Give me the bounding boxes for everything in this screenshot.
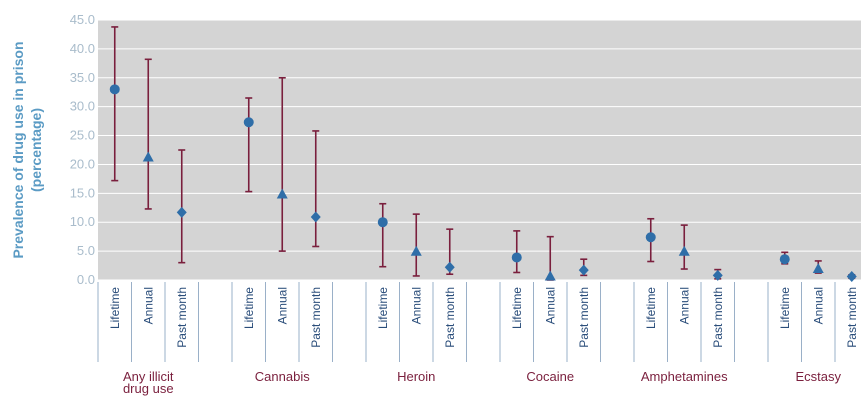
point-marker [109, 84, 120, 95]
x-sub-label: Past month [309, 287, 323, 348]
point-marker [712, 269, 723, 281]
group-label: Cocaine [526, 369, 574, 384]
y-tick-label: 45.0 [70, 12, 95, 27]
point-marker [645, 232, 656, 243]
point-marker [846, 271, 857, 283]
x-sub-label: Past month [175, 287, 189, 348]
x-sub-label: Past month [845, 287, 859, 348]
point-marker [410, 245, 422, 256]
point-marker [779, 254, 790, 265]
point-marker [444, 261, 455, 273]
point-marker [578, 264, 589, 276]
y-tick-label: 0.0 [77, 272, 95, 287]
x-sub-label: Lifetime [108, 287, 122, 329]
point-marker [176, 206, 187, 218]
point-marker [142, 151, 154, 162]
y-tick-label: 35.0 [70, 70, 95, 85]
point-marker [544, 270, 556, 281]
point-marker [678, 245, 690, 256]
x-sub-label: Lifetime [242, 287, 256, 329]
x-sub-label: Annual [543, 287, 557, 324]
x-sub-label: Annual [811, 287, 825, 324]
group-label: Heroin [397, 369, 435, 384]
x-sub-label: Annual [677, 287, 691, 324]
point-marker [243, 117, 254, 128]
group-label: Ecstasy [795, 369, 841, 384]
group-label: Cannabis [255, 369, 310, 384]
y-tick-label: 20.0 [70, 156, 95, 171]
y-axis-ticks: 0.0 5.0 10.0 15.0 20.0 25.0 30.0 35.0 40.0 45.0 [70, 12, 95, 287]
gridlines [98, 19, 861, 281]
x-sub-label: Past month [443, 287, 457, 348]
point-marker [812, 263, 824, 274]
y-tick-label: 15.0 [70, 185, 95, 200]
plot-area [98, 20, 861, 280]
group-label: Any illicit [123, 369, 174, 384]
y-tick-label: 40.0 [70, 41, 95, 56]
y-tick-label: 30.0 [70, 99, 95, 114]
point-marker [377, 217, 388, 228]
x-sub-label: Annual [409, 287, 423, 324]
point-marker [511, 252, 522, 263]
x-sub-label: Annual [275, 287, 289, 324]
y-tick-label: 5.0 [77, 243, 95, 258]
group-label: drug use [123, 381, 174, 396]
x-sub-label: Annual [141, 287, 155, 324]
group-label: Amphetamines [641, 369, 728, 384]
x-sub-label: Past month [711, 287, 725, 348]
x-sub-label: Lifetime [644, 287, 658, 329]
y-tick-label: 10.0 [70, 214, 95, 229]
point-marker [276, 188, 288, 199]
y-tick-label: 25.0 [70, 128, 95, 143]
point-marker [310, 211, 321, 223]
data-marks [109, 26, 857, 283]
x-sub-label: Lifetime [510, 287, 524, 329]
y-axis-label: Prevalence of drug use in prison [10, 41, 26, 258]
y-axis-label-sub: (percentage) [28, 108, 44, 192]
x-sub-label: Lifetime [376, 287, 390, 329]
x-sub-label: Past month [577, 287, 591, 348]
x-sub-label: Lifetime [778, 287, 792, 329]
